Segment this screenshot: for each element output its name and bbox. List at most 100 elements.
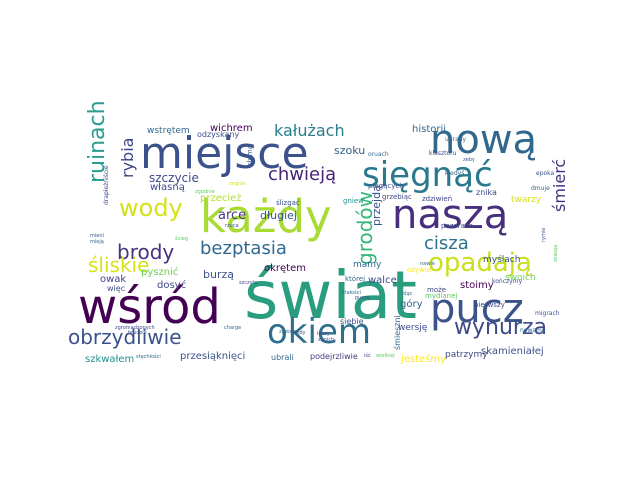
cloud-word: może [427,286,446,294]
cloud-word: brody [117,240,174,264]
cloud-word: podejrzliwie [310,352,358,361]
cloud-word: chwieją [268,164,336,185]
cloud-word: zdziwień [422,195,452,203]
cloud-word: skamieniałej [481,346,544,357]
cloud-word: odzyskany [197,130,240,139]
cloud-word: oswaja [553,245,559,262]
cloud-word: słoma [246,145,254,166]
cloud-word: wichrem [210,123,253,134]
cloud-word: mydlanej [425,292,457,300]
cloud-word: burzą [203,268,234,281]
cloud-word: ścieg [175,235,188,242]
cloud-word: stałości [342,289,361,296]
cloud-word: myślach [483,254,520,265]
cloud-word: brudzie [128,330,147,336]
cloud-word: sięgnąć [362,155,493,195]
cloud-word: opadają [428,248,532,278]
cloud-word: kończymy [492,278,523,285]
cloud-word: gniew [343,197,364,205]
cloud-word: dosyć [157,279,186,291]
cloud-word: oruach [368,151,389,158]
cloud-word: śmieszni [392,315,402,350]
cloud-word: zgodnie [195,189,215,195]
cloud-word: kiedyś [445,170,464,177]
cloud-word: obrzydliwie [68,325,182,349]
cloud-word: epoka [536,170,555,177]
cloud-word: szoku [334,144,365,157]
cloud-word: charge [224,325,241,331]
cloud-word: ruinach [85,100,110,183]
cloud-word: zeby [463,157,475,163]
cloud-word: kałużach [274,121,345,140]
cloud-word: więc [107,284,125,293]
cloud-word: wody [119,194,183,222]
cloud-word: jesteśmy [400,353,446,365]
cloud-word: nową [430,117,537,163]
cloud-word: dmuje [531,185,550,192]
cloud-word: której [345,275,365,283]
cloud-word: szczycie [149,171,199,185]
cloud-word: stęchłości [136,353,161,360]
cloud-word: patrzymy [445,350,488,360]
cloud-word: szczytu [239,280,258,286]
cloud-word: arce [218,208,246,223]
cloud-word: wynurza [454,315,547,340]
cloud-word: zgnich [318,337,334,343]
cloud-word: iść [364,352,371,359]
cloud-word: historii [412,124,446,135]
cloud-word: leczy [317,331,330,337]
cloud-word: okiem [267,312,371,352]
cloud-word: mamy [353,260,382,270]
cloud-word: rybia [118,138,137,178]
cloud-word: piegących [368,182,404,190]
cloud-word: mieni [90,233,104,239]
cloud-word: ubrany [445,136,467,143]
cloud-word: szkwałem [85,354,134,365]
cloud-word: klasztoru [429,150,457,157]
cloud-word: znika [476,188,497,197]
cloud-word: własną [150,182,185,193]
cloud-word: swoich [505,273,536,283]
cloud-word: ożywia [407,266,431,274]
cloud-word: nawie [420,261,435,267]
cloud-word: przejdą [370,185,383,226]
cloud-word: mieją [90,239,104,245]
cloud-word: pierwszy [474,301,505,309]
cloud-word: drapieżniście [103,165,110,205]
cloud-word: miejsce [140,128,309,179]
cloud-word: przecież [200,193,242,204]
cloud-word: okrętem [264,263,306,274]
cloud-word: idąc [402,291,413,297]
cloud-word: pozorach [441,222,473,230]
cloud-word: kiedy [292,330,306,336]
cloud-word: owak [100,274,126,285]
cloud-word: ślizgać [276,199,300,207]
cloud-word: siebie [340,317,364,326]
cloud-word: długiej [260,209,297,222]
cloud-word: przesiąknięci [180,351,245,362]
cloud-word: zegnie [229,181,246,187]
cloud-word: migrach [535,310,560,317]
cloud-word: wstrętem [147,126,190,136]
cloud-word: pucz [430,286,524,332]
cloud-word: stoimy [460,280,494,291]
cloud-word: każdy [200,190,332,243]
cloud-word: grzebiąc [382,193,412,201]
cloud-word: śliskie [88,253,149,277]
cloud-word: twarzy [511,195,542,205]
cloud-word: śmierć [550,159,569,212]
cloud-word: ubrali [271,353,294,362]
cloud-word: grodów [353,191,377,265]
cloud-word: wielkiej [376,353,395,359]
cloud-word: pysznić [141,266,178,278]
cloud-word: nowamy [520,327,546,334]
cloud-word: naszą [392,192,508,238]
cloud-word: cisza [424,233,469,254]
cloud-word: wśród [78,279,221,335]
cloud-word: bezptasia [200,238,287,259]
cloud-word: wersję [398,323,428,333]
cloud-word: zastawi [279,329,298,335]
cloud-word: pucze [355,295,370,301]
cloud-word: zgromadzonych [115,325,155,331]
